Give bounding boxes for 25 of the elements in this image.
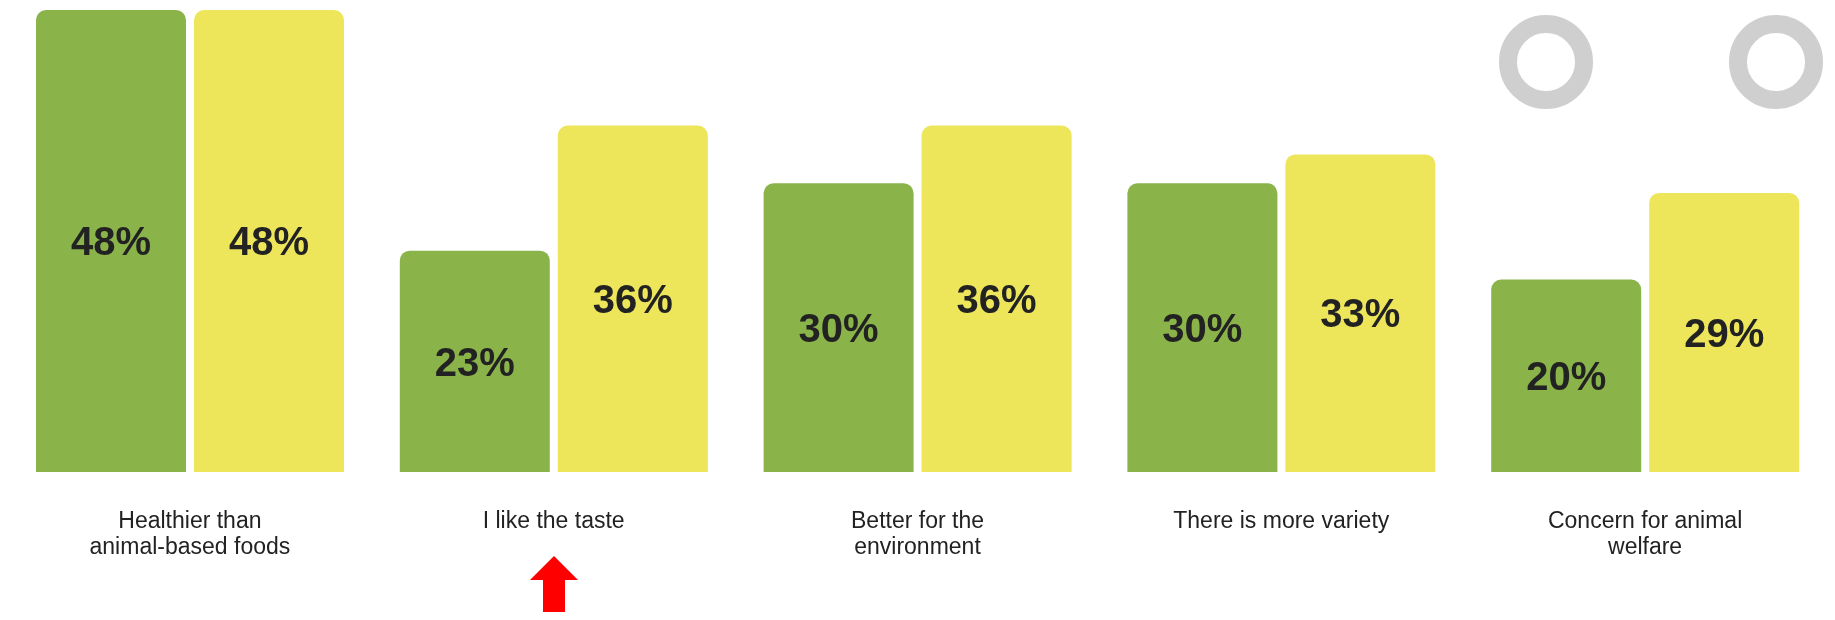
data-label: 36%: [592, 276, 673, 321]
bar: [399, 250, 550, 472]
data-label: 23%: [434, 339, 515, 384]
data-label: 20%: [1526, 353, 1607, 398]
bar: [1127, 183, 1278, 472]
data-label: 29%: [1684, 310, 1765, 355]
bar: [921, 125, 1072, 472]
data-label: 48%: [228, 219, 310, 264]
bar: [194, 10, 344, 472]
data-label: 48%: [70, 219, 152, 264]
data-label: 36%: [956, 276, 1037, 321]
x-tick-label: Healthier than animal-based foods: [89, 507, 291, 559]
bar: [557, 125, 708, 472]
bar: [1285, 154, 1436, 472]
x-tick-label: There is more variety: [1173, 507, 1390, 533]
data-label: 30%: [798, 305, 879, 350]
x-tick-label: I like the taste: [482, 507, 625, 533]
x-tick-label: Concern for animal welfare: [1547, 507, 1743, 559]
x-tick-label: Better for the environment: [851, 507, 984, 559]
data-label: 33%: [1320, 291, 1401, 336]
bar: [1491, 279, 1642, 472]
bar: [1649, 192, 1800, 472]
bar: [763, 183, 914, 472]
bar: [36, 10, 186, 472]
data-label: 30%: [1162, 305, 1243, 350]
